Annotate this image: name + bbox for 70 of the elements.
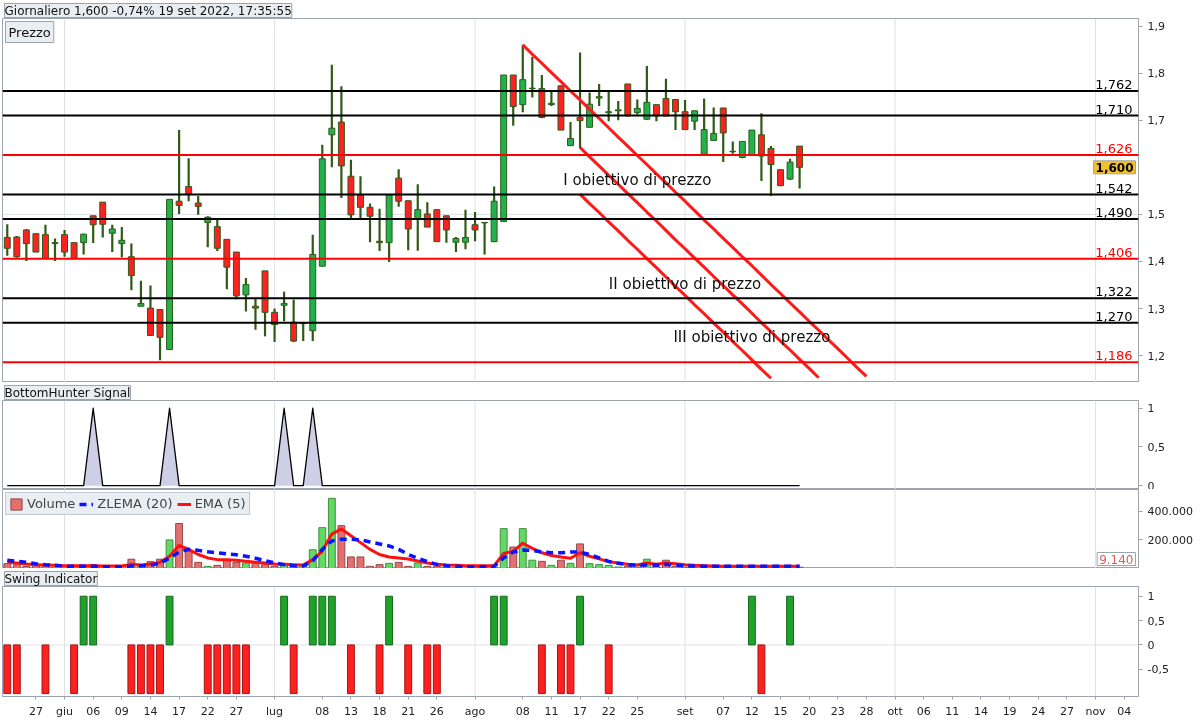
x-tick-label: 06 — [86, 704, 101, 718]
y-tick-label: 1,2 — [1147, 349, 1165, 363]
ref-line-label: 1,270 — [1095, 308, 1133, 324]
y-tick-label: 1 — [1147, 402, 1155, 416]
x-tick-label: 13 — [343, 704, 358, 718]
legend-label: EMA (5) — [194, 496, 246, 511]
x-tick-label: 23 — [830, 704, 845, 718]
y-tick-label: 0 — [1147, 638, 1155, 652]
y-tick-label: 1,5 — [1147, 208, 1165, 222]
x-tick-label: 26 — [429, 704, 444, 718]
y-tick-label: 1,4 — [1147, 255, 1165, 269]
x-tick-label: 08 — [315, 704, 330, 718]
ref-line-label: 1,626 — [1095, 141, 1133, 157]
x-tick-label: 12 — [744, 704, 759, 718]
x-tick-label: 11 — [544, 704, 559, 718]
y-tick-label: 0,5 — [1147, 614, 1165, 628]
x-tick-label: 06 — [916, 704, 931, 718]
x-tick-label: 14 — [143, 704, 158, 718]
x-tick-label: 18 — [372, 704, 387, 718]
x-tick-label: ott — [887, 704, 904, 718]
x-tick-label: 24 — [1031, 704, 1046, 718]
x-tick-label: set — [676, 704, 695, 718]
ref-line-label: 1,762 — [1095, 77, 1133, 93]
x-tick-label: 09 — [114, 704, 129, 718]
y-tick-label: 1,7 — [1147, 114, 1165, 128]
x-tick-label: 25 — [630, 704, 645, 718]
x-tick-label: 28 — [859, 704, 874, 718]
x-tick-label: 19 — [1002, 704, 1017, 718]
x-tick-label: ago — [464, 704, 486, 718]
chart-title: BottomHunter Signal — [4, 385, 131, 400]
x-tick-label: 21 — [401, 704, 416, 718]
annotation: 1,600 — [1095, 160, 1134, 175]
x-tick-label: 17 — [172, 704, 187, 718]
y-tick-label: 1,8 — [1147, 67, 1165, 81]
ref-line-label: 1,406 — [1095, 244, 1133, 260]
y-tick-label: 0 — [1147, 479, 1155, 493]
y-tick-label: -0,5 — [1147, 663, 1169, 677]
y-tick-label: 0,5 — [1147, 440, 1165, 454]
x-tick-label: 22 — [200, 704, 215, 718]
x-tick-label: 27 — [28, 704, 43, 718]
x-tick-label: 22 — [601, 704, 616, 718]
y-tick-label: 400.000 — [1147, 505, 1193, 519]
x-tick-label: 08 — [515, 704, 530, 718]
x-tick-label: 20 — [802, 704, 817, 718]
x-tick-label: 15 — [773, 704, 788, 718]
ref-line-label: 1,710 — [1095, 101, 1133, 117]
legend-label: ZLEMA (20) — [97, 496, 173, 511]
x-tick-label: 17 — [573, 704, 588, 718]
x-tick-label: 14 — [973, 704, 988, 718]
x-tick-label: nov — [1085, 704, 1107, 718]
text: Prezzo — [8, 24, 51, 40]
x-tick-label: 07 — [716, 704, 731, 718]
x-tick-label: giu — [56, 704, 74, 718]
chart-title: Giornaliero 1,600 -0,74% 19 set 2022, 17:35:55 — [4, 3, 292, 18]
annotation: 9.140 — [1099, 552, 1134, 567]
ref-line-label: 1,490 — [1095, 205, 1133, 221]
x-tick-label: 11 — [945, 704, 960, 718]
x-tick-label: 04 — [1117, 704, 1132, 718]
x-tick-label: 27 — [1059, 704, 1074, 718]
y-tick-label: 1,3 — [1147, 302, 1165, 316]
y-tick-label: 200.000 — [1147, 533, 1193, 547]
x-tick-label: lug — [266, 704, 284, 718]
ref-line-label: 1,542 — [1095, 180, 1133, 196]
x-tick-label: 27 — [229, 704, 244, 718]
chart-title: Swing Indicator — [4, 571, 98, 586]
ref-line-label: 1,322 — [1095, 284, 1133, 300]
ref-line-label: 1,186 — [1095, 348, 1133, 364]
y-tick-label: 1 — [1147, 590, 1155, 604]
legend-label: Volume — [27, 496, 76, 511]
y-tick-label: 1,9 — [1147, 20, 1165, 34]
